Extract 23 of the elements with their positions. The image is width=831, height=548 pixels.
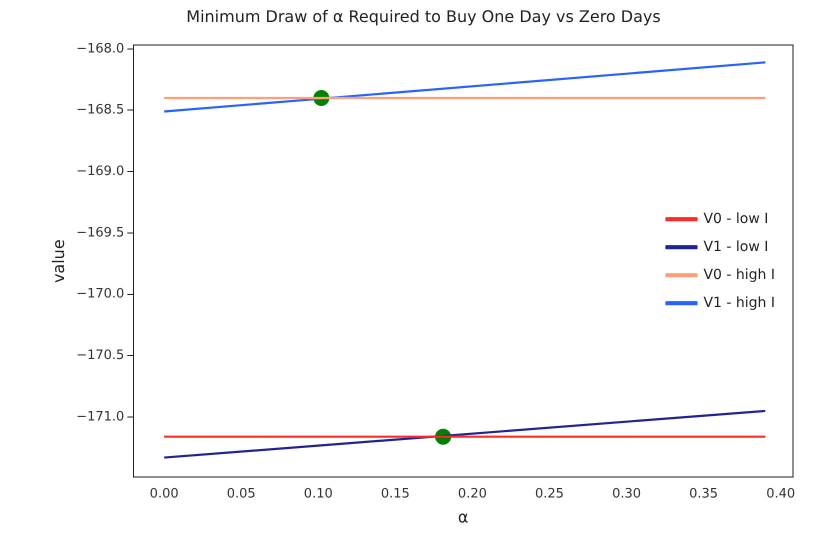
y-tick-label: −168.0 (76, 41, 124, 56)
y-tick-label: −171.0 (76, 409, 124, 424)
chart-title: Minimum Draw of α Required to Buy One Day vs Zero Days (186, 6, 661, 26)
y-tick-label: −169.5 (76, 225, 124, 240)
legend-label: V1 - high I (703, 294, 776, 311)
y-tick-label: −170.5 (76, 348, 124, 364)
x-axis-title: α (458, 508, 468, 527)
y-tick-label: −170.0 (76, 286, 124, 302)
legend-label: V0 - low I (703, 210, 768, 227)
x-tick-label: 0.30 (612, 486, 642, 502)
y-tick-label: −168.5 (76, 102, 124, 118)
x-tick-label: 0.05 (226, 486, 256, 502)
x-tick-label: 0.25 (534, 486, 564, 502)
x-tick-label: 0.00 (150, 486, 179, 502)
y-axis-title: value (48, 239, 68, 284)
x-tick-label: 0.40 (766, 486, 796, 502)
y-tick-label: −169.0 (76, 164, 124, 179)
x-tick-label: 0.15 (380, 486, 410, 502)
x-tick-label: 0.35 (689, 486, 718, 502)
legend-label: V0 - high I (703, 266, 776, 283)
x-tick-label: 0.20 (458, 486, 487, 502)
x-tick-label: 0.10 (304, 486, 333, 502)
legend-label: V1 - low I (703, 238, 768, 255)
